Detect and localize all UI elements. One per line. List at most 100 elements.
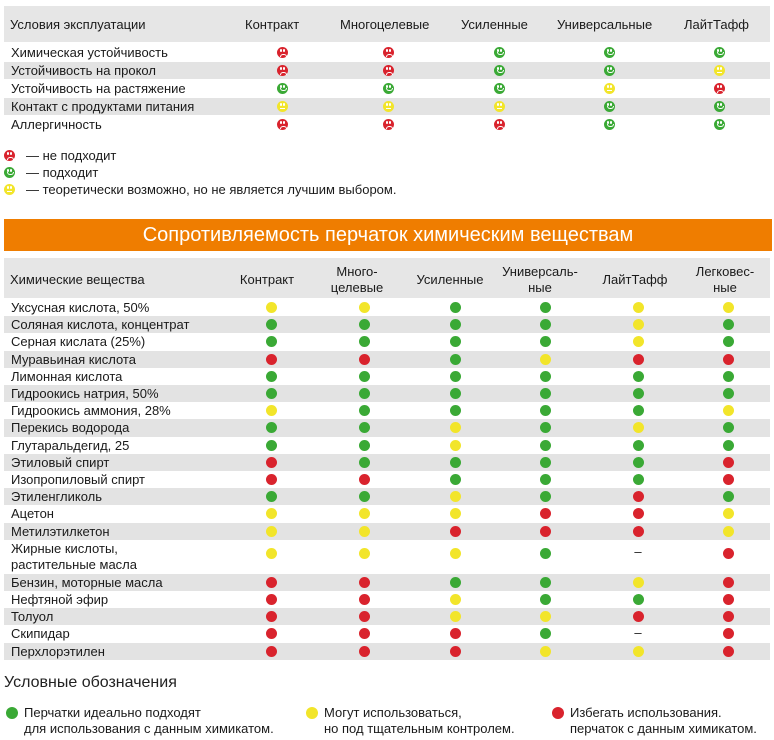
rating-dot-good: [540, 388, 551, 399]
chemical-label: Уксусная кислота, 50%: [11, 300, 150, 315]
rating-dot-good: [723, 319, 734, 331]
rating-dot-good: [540, 302, 551, 313]
frown-face-icon: [277, 119, 288, 130]
rating-dot-good: [450, 388, 461, 399]
rating-dot-good: [540, 319, 551, 331]
rating-dot-good: [359, 422, 370, 434]
rating-dot-mid: [450, 611, 461, 623]
legend-title: Условные обозначения: [4, 674, 177, 691]
rating-dot-good: [723, 422, 734, 434]
rating-dot-mid: [723, 302, 734, 313]
rating-dot-mid: [450, 547, 461, 559]
rating-dot-bad: [633, 611, 644, 623]
rating-dot-good: [359, 439, 370, 451]
chemical-row: Жирные кислоты, растительные масла –: [4, 540, 770, 574]
header-multipurpose: Многоцелевые: [340, 17, 430, 32]
chemical-label: Этиловый спирт: [11, 454, 110, 470]
rating-dot-good: [723, 336, 734, 348]
rating-dot-bad: [633, 491, 644, 503]
chemical-row: Изопропиловый спирт: [4, 471, 770, 488]
rating-dot-mid: [540, 353, 551, 365]
chemical-resistance-banner: Сопротивляемость перчаток химическим вещ…: [4, 219, 772, 251]
rating-dot-bad: [723, 628, 734, 640]
rating-dot-bad: [633, 525, 644, 537]
chemical-row: Муравьиная кислота: [4, 350, 770, 368]
chemical-label: Жирные кислоты, растительные масла: [11, 540, 137, 572]
chem-header-lighttuff: ЛайтТафф: [602, 272, 668, 287]
rating-dot-bad: [266, 645, 277, 657]
rating-dot-good: [540, 336, 551, 348]
rating-dot-bad: [359, 474, 370, 485]
rating-dot-mid: [450, 439, 461, 451]
condition-label: Контакт с продуктами питания: [11, 99, 195, 114]
rating-dot-mid: [723, 405, 734, 417]
rating-dot-good: [266, 491, 277, 503]
legend-text: — теоретически возможно, но не является …: [26, 182, 397, 197]
rating-dot-good: [723, 370, 734, 382]
rating-dot-mid: [633, 336, 644, 348]
rating-dot-mid: [540, 611, 551, 623]
chemical-label: Ацетон: [11, 506, 54, 522]
legend-dot-mid: [306, 707, 318, 719]
rating-dot-good: [266, 370, 277, 382]
rating-dot-good: [633, 594, 644, 605]
condition-row: Устойчивость на прокол: [4, 62, 770, 79]
smile-face-icon: [604, 65, 615, 76]
rating-dot-good: [633, 370, 644, 382]
smile-face-icon: [277, 83, 288, 94]
rating-dot-good: [723, 439, 734, 451]
chemical-row: Этиловый спирт: [4, 453, 770, 471]
chem-header-multipurpose: Много- целевые: [330, 264, 384, 295]
rating-dot-bad: [723, 353, 734, 365]
rating-dot-bad: [723, 594, 734, 605]
header-reinforced: Усиленные: [461, 17, 528, 32]
frown-face-icon: [494, 119, 505, 130]
rating-dot-good: [359, 370, 370, 382]
chemical-label: Глутаральдегид, 25: [11, 437, 130, 453]
rating-dot-bad: [450, 645, 461, 657]
rating-dot-good: [359, 456, 370, 468]
rating-dot-good: [450, 353, 461, 365]
chemical-row: Соляная кислота, концентрат: [4, 316, 770, 334]
rating-dot-bad: [450, 525, 461, 537]
legend-dot-good: [6, 707, 18, 719]
rating-dot-bad: [266, 628, 277, 640]
rating-dot-mid: [266, 547, 277, 559]
chemical-row: Перхлорэтилен: [4, 642, 770, 660]
rating-dot-bad: [723, 611, 734, 623]
rating-dot-mid: [723, 525, 734, 537]
header-lighttuff: ЛайтТафф: [684, 17, 749, 32]
no-data-dash: –: [634, 625, 642, 641]
rating-dot-mid: [359, 525, 370, 537]
rating-dot-mid: [540, 645, 551, 657]
frown-face-icon: [383, 119, 394, 130]
condition-row: Химическая устойчивость: [4, 44, 770, 61]
no-data-dash: –: [634, 543, 642, 559]
chem-header-universal: Универсаль- ные: [502, 264, 578, 295]
rating-dot-good: [359, 336, 370, 348]
rating-dot-good: [450, 405, 461, 417]
chemical-row: Перекись водорода: [4, 419, 770, 437]
rating-dot-mid: [450, 508, 461, 520]
rating-dot-good: [450, 576, 461, 588]
condition-row: Контакт с продуктами питания: [4, 98, 770, 115]
chemical-label: Нефтяной эфир: [11, 592, 109, 607]
chemical-row: Серная кислата (25%): [4, 333, 770, 350]
legend-description: Могут использоваться, но под тщательным …: [324, 705, 515, 736]
neutral-face-icon: [277, 101, 288, 112]
rating-dot-mid: [266, 405, 277, 417]
rating-dot-bad: [266, 594, 277, 605]
rating-dot-bad: [359, 594, 370, 605]
chemical-row: Толуол: [4, 608, 770, 626]
smile-face-icon: [604, 47, 615, 58]
condition-label: Химическая устойчивость: [11, 45, 168, 60]
conditions-table-header: Условия эксплуатации Контракт Многоцелев…: [4, 6, 770, 42]
header-contract: Контракт: [245, 17, 300, 32]
rating-dot-bad: [359, 645, 370, 657]
rating-dot-good: [450, 456, 461, 468]
rating-dot-bad: [359, 611, 370, 623]
rating-dot-bad: [266, 576, 277, 588]
rating-dot-mid: [633, 302, 644, 313]
rating-dot-good: [266, 422, 277, 434]
rating-dot-bad: [633, 508, 644, 520]
